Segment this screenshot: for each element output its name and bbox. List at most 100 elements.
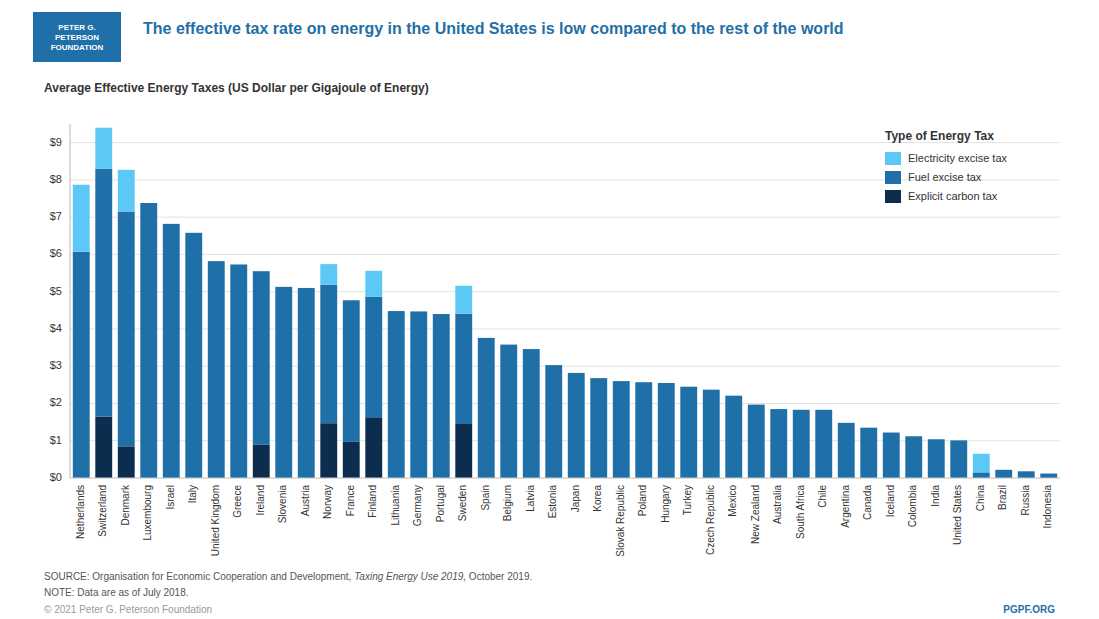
x-tick-label: New Zealand [750,485,761,544]
bar-segment [545,365,562,366]
x-tick-label: Lithuania [390,485,401,526]
bar-segment [973,454,990,473]
bar-segment [208,261,225,478]
logo-text: PETER G.PETERSONFOUNDATION [51,23,104,52]
bar-segment [140,202,157,203]
bar-segment [995,470,1012,478]
bar-segment [883,433,900,478]
bar-segment [613,381,630,382]
copyright: © 2021 Peter G. Peterson Foundation [44,604,212,615]
x-tick-label: France [345,485,356,517]
x-tick-label: Colombia [907,485,918,528]
y-tick-label: $2 [50,396,62,408]
x-tick-label: Slovak Republic [615,485,626,557]
legend-entry: Explicit carbon tax [908,190,998,202]
bar-segment [500,345,517,478]
bar-segment [703,390,720,478]
logo-line: PETER G. [58,23,95,32]
x-tick-label: Turkey [682,485,693,515]
source-text: SOURCE: Organisation for Economic Cooper… [44,571,354,582]
bar-segment [500,344,517,345]
bar-segment [230,264,247,478]
bar-segment [433,314,450,478]
bar-segment [928,439,945,478]
bar-segment [748,405,765,478]
bar-segment [793,410,810,478]
bar-segment [905,436,922,437]
bar-segment [770,409,787,410]
subtitle: Average Effective Energy Taxes (US Dolla… [44,81,429,95]
x-tick-label: China [975,485,986,512]
bar-segment [815,410,832,478]
x-tick-label: Australia [772,485,783,524]
x-tick-label: Netherlands [75,485,86,539]
logo-box [33,12,121,62]
bar-segment [928,439,945,440]
bar-segment [973,472,990,478]
x-tick-label: Latvia [525,485,536,512]
x-tick-label: Argentina [840,485,851,528]
bar-segment [1040,473,1057,474]
x-tick-label: Greece [232,485,243,518]
logo-line: FOUNDATION [51,43,104,52]
x-tick-label: Mexico [727,485,738,517]
bar-segment [365,271,382,297]
logo: PETER G.PETERSONFOUNDATION [33,12,121,62]
x-tick-label: Czech Republic [705,485,716,555]
bar-segment [680,386,697,387]
bar-segment [365,297,382,417]
x-tick-label: United States [952,485,963,545]
source-title: Taxing Energy Use 2019 [354,571,464,582]
site-url: PGPF.ORG [1003,604,1055,615]
x-tick-label: Russia [1020,485,1031,516]
bar-segment [950,440,967,478]
source-date: , October 2019. [463,571,532,582]
bar-segment [680,387,697,478]
legend-title: Type of Energy Tax [885,129,994,143]
bar-segment [860,427,877,428]
x-tick-label: Chile [817,485,828,508]
bar-segment [253,271,270,444]
x-tick-label: Japan [570,485,581,512]
grid-line [70,478,1060,479]
bar-segment [433,314,450,315]
x-tick-label: Italy [187,485,198,503]
y-tick-label: $8 [50,173,62,185]
x-tick-label: Austria [300,485,311,517]
x-tick-label: Estonia [547,485,558,519]
bar-segment [703,389,720,390]
bar-segment [253,271,270,272]
title: The effective tax rate on energy in the … [143,20,844,37]
x-tick-label: Switzerland [97,485,108,537]
bar-segment [568,372,585,373]
bar-segment [838,422,855,423]
bar-segment [725,396,742,478]
legend-entry: Electricity excise tax [908,152,1008,164]
chart-svg: PETER G.PETERSONFOUNDATION The effective … [0,0,1099,619]
bar-segment [140,203,157,478]
grid-line [70,254,1060,255]
bar-segment [163,223,180,224]
bar-segment [613,381,630,478]
legend-swatch [885,171,901,184]
x-tick-label: Denmark [120,484,131,526]
bar-segment [545,365,562,478]
x-tick-label: Luxembourg [142,485,153,541]
bar-segment [343,300,360,442]
bar-segment [455,286,472,314]
x-tick-label: United Kingdom [210,485,221,556]
bar-segment [343,442,360,478]
bar-segment [455,314,472,424]
bar-segment [950,440,967,441]
y-tick-label: $7 [50,210,62,222]
x-tick-label: South Africa [795,485,806,539]
legend: Type of Energy Tax Electricity excise tax… [885,129,1008,203]
bar-segment [320,423,337,478]
bar-segment [725,395,742,396]
bar-segment [523,349,540,478]
x-tick-label: Hungary [660,485,671,523]
bar-segment [275,286,292,287]
bar-segment [298,287,315,288]
y-axis-line [70,124,71,478]
x-axis-line [70,478,1060,479]
